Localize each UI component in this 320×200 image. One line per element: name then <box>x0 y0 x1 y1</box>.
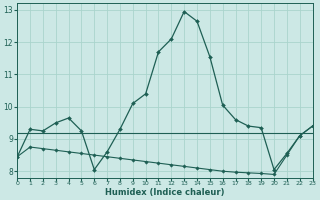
X-axis label: Humidex (Indice chaleur): Humidex (Indice chaleur) <box>105 188 225 197</box>
